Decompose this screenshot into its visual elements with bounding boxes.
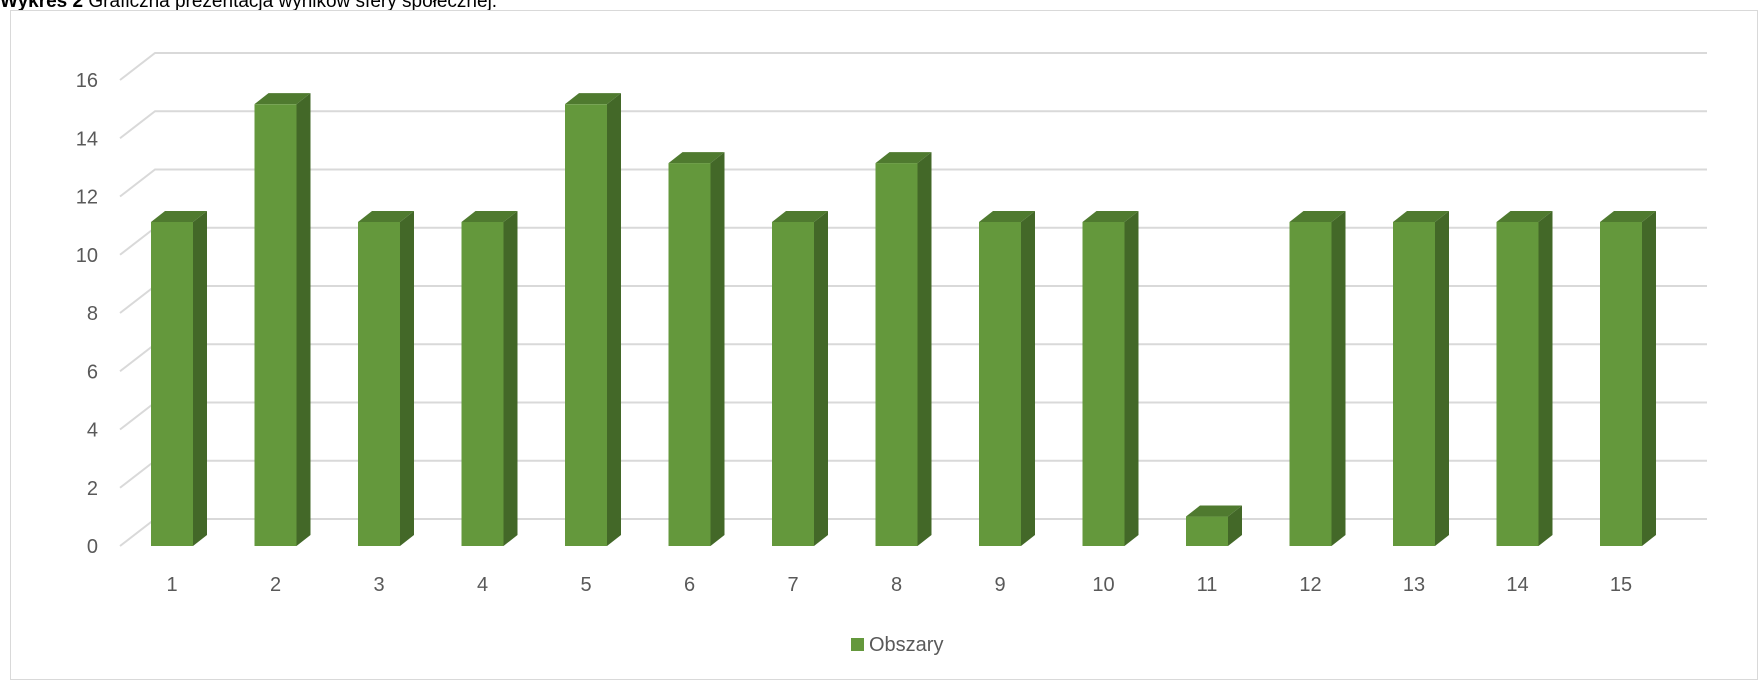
bar-top: [1600, 211, 1656, 222]
bar-side: [1021, 211, 1035, 546]
x-tick-label: 14: [1506, 574, 1528, 596]
bar: [668, 163, 711, 546]
y-tick-label: 6: [87, 361, 98, 383]
chart-caption: Wykres 2 Graficzna prezentacja wyników s…: [0, 0, 497, 13]
bar-side: [814, 211, 828, 546]
bar: [1393, 222, 1435, 546]
bar-top: [979, 211, 1035, 222]
x-tick-label: 15: [1610, 574, 1632, 596]
bar-top: [772, 211, 828, 222]
bar-top: [461, 211, 518, 222]
bar-top: [1496, 211, 1553, 222]
x-tick-label: 10: [1092, 574, 1114, 596]
y-tick-label: 16: [76, 70, 98, 92]
x-tick-label: 1: [166, 574, 177, 596]
x-tick-label: 8: [891, 574, 902, 596]
y-tick-label: 2: [87, 478, 98, 500]
bar-side: [1642, 211, 1656, 546]
bar: [151, 222, 193, 546]
bar-top: [875, 152, 932, 164]
bar-side: [1228, 505, 1242, 546]
y-tick-label: 14: [76, 128, 98, 150]
gridline: [119, 52, 1707, 81]
bar: [1186, 516, 1228, 546]
gridline: [119, 168, 1707, 198]
bar: [979, 222, 1021, 546]
bar-top: [668, 152, 725, 164]
bar-top: [254, 93, 311, 105]
bar: [1082, 222, 1125, 546]
bar: [772, 222, 814, 546]
y-tick-label: 0: [87, 536, 98, 558]
x-tick-label: 13: [1403, 574, 1425, 596]
legend-label: Obszary: [869, 634, 943, 656]
x-tick-label: 2: [270, 574, 281, 596]
bar: [461, 222, 504, 546]
bar: [254, 104, 297, 546]
x-tick-label: 3: [373, 574, 384, 596]
x-tick-label: 4: [477, 574, 488, 596]
bar-side: [296, 93, 311, 546]
x-tick-label: 7: [787, 574, 798, 596]
bar-side: [1435, 211, 1449, 546]
bar-top: [565, 93, 621, 105]
x-tick-label: 12: [1299, 574, 1321, 596]
bar: [1496, 222, 1539, 546]
bar-side: [607, 93, 621, 546]
bar-top: [1186, 505, 1242, 517]
bar-top: [1082, 211, 1139, 222]
bar-top: [358, 211, 414, 222]
bar-side: [917, 152, 932, 546]
bar-side: [503, 211, 518, 546]
y-tick-label: 4: [87, 420, 98, 442]
bar-side: [1124, 211, 1139, 546]
bar-top: [1393, 211, 1449, 222]
y-tick-label: 8: [87, 303, 98, 325]
caption-prefix: Wykres 2: [0, 0, 84, 12]
bar-top: [151, 211, 207, 222]
bar: [358, 222, 400, 546]
caption-text: Graficzna prezentacja wyników sfery społ…: [88, 0, 498, 12]
bar: [565, 104, 607, 546]
bar-side: [193, 211, 207, 546]
bar-side: [400, 211, 414, 546]
bar: [1600, 222, 1642, 546]
bar: [1289, 222, 1332, 546]
bar-top: [1289, 211, 1346, 222]
x-tick-label: 5: [580, 574, 591, 596]
bar-side: [710, 152, 725, 546]
bar-side: [1538, 211, 1553, 546]
bar: [875, 163, 918, 546]
x-tick-label: 9: [994, 574, 1005, 596]
x-tick-label: 6: [684, 574, 695, 596]
y-tick-label: 10: [76, 245, 98, 267]
gridline: [119, 110, 1707, 140]
legend-swatch: [851, 638, 864, 651]
x-tick-label: 11: [1197, 574, 1218, 596]
bar-side: [1331, 211, 1346, 546]
y-tick-label: 12: [76, 187, 98, 209]
